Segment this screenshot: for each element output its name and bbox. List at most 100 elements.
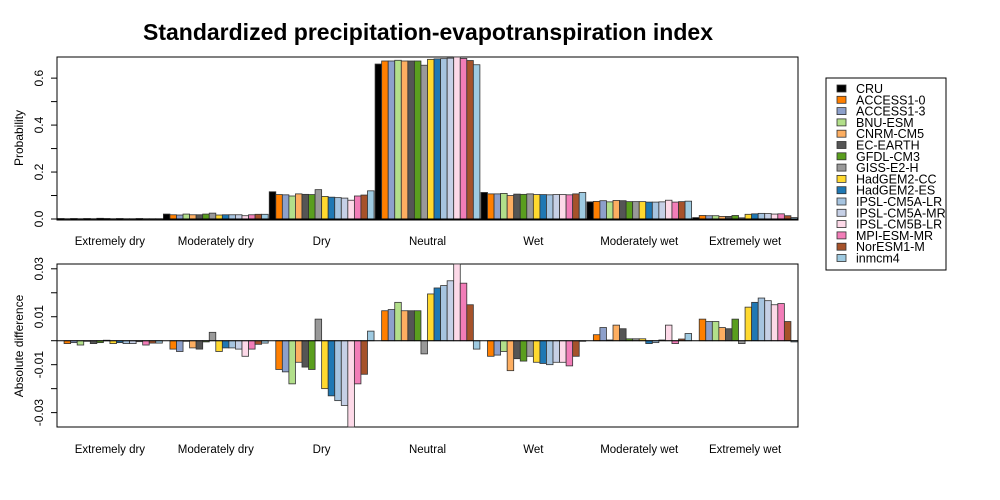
legend-label-ipsl-cm5a-mr: IPSL-CM5A-MR: [856, 206, 946, 220]
category-label-dry: Dry: [313, 236, 331, 248]
bar-hadgem2-es-extremely-wet: [751, 301, 759, 342]
category-label-neutral: Neutral: [409, 444, 446, 456]
y-tick-label: 0.2: [32, 163, 46, 180]
bar-mpi-esm-mr-moderately-wet: [671, 201, 679, 220]
bar-hadgem2-es-dry: [327, 340, 336, 397]
bar-access1-0-dry: [275, 194, 283, 220]
bar-hadgem2-es-wet: [539, 340, 547, 364]
bar-access1-0-wet: [487, 193, 495, 220]
bar-hadgem2-cc-moderately-wet: [638, 201, 647, 220]
category-label-extremely-dry: Extremely dry: [75, 236, 146, 248]
legend-label-inmcm4: inmcm4: [856, 252, 900, 266]
bar-bnu-esm-moderately-wet: [606, 201, 614, 220]
legend-label-gfdl-cm3: GFDL-CM3: [856, 150, 920, 164]
legend-label-hadgem2-cc: HadGEM2-CC: [856, 172, 937, 186]
bar-access1-0-extremely-wet: [698, 215, 707, 220]
bar-access1-3-wet: [493, 340, 502, 356]
bar-cru-wet: [480, 192, 488, 220]
bar-ec-earth-dry: [301, 340, 309, 368]
bar-bnu-esm-neutral: [394, 301, 402, 342]
y-tick-label: 0.4: [32, 116, 46, 133]
bar-hadgem2-es-moderately-dry: [221, 214, 230, 220]
legend-swatch-cru: [836, 84, 847, 93]
difference-y-axis: 0.03 0.01 -0.01 -0.03: [32, 257, 58, 426]
category-label-moderately-dry: Moderately dry: [178, 236, 254, 248]
legend-label-access1-0: ACCESS1-0: [856, 93, 926, 107]
bar-bnu-esm-extremely-wet: [711, 321, 720, 342]
bar-cnrm-cm5-dry: [295, 193, 303, 220]
legend-swatch-access1-3: [836, 107, 847, 115]
bar-noresm1-m-wet: [572, 193, 580, 220]
bar-ipsl-cm5b-lr-neutral: [453, 56, 461, 220]
bar-ec-earth-wet: [513, 193, 521, 220]
legend-label-cru: CRU: [856, 82, 883, 96]
legend-swatch-noresm1-m: [836, 242, 847, 251]
difference-x-labels: Extremely dry Moderately dry Dry Neutral Wet…: [75, 444, 782, 456]
bar-ipsl-cm5a-mr-moderately-dry: [235, 340, 243, 350]
bar-ipsl-cm5b-lr-wet: [559, 194, 567, 220]
bar-access1-0-dry: [275, 340, 283, 370]
bar-access1-3-wet: [493, 193, 502, 220]
legend-swatch-gfdl-cm3: [836, 152, 847, 161]
bar-ipsl-cm5a-lr-moderately-dry: [228, 214, 236, 220]
bar-bnu-esm-wet: [500, 193, 508, 220]
bar-access1-0-wet: [487, 340, 495, 357]
bar-inmcm4-wet: [578, 192, 587, 220]
bar-access1-0-extremely-wet: [698, 318, 707, 342]
bar-ipsl-cm5b-lr-dry: [347, 340, 355, 428]
bar-noresm1-m-neutral: [466, 60, 474, 220]
bar-hadgem2-cc-wet: [532, 340, 541, 363]
bar-gfdl-cm3-wet: [519, 340, 528, 362]
bar-mpi-esm-mr-dry: [353, 195, 362, 220]
bar-noresm1-m-neutral: [466, 304, 474, 342]
bar-cnrm-cm5-moderately-wet: [612, 324, 620, 342]
legend-label-ipsl-cm5a-lr: IPSL-CM5A-LR: [856, 195, 942, 209]
bar-ipsl-cm5b-lr-wet: [559, 340, 567, 363]
bar-ipsl-cm5a-lr-extremely-wet: [757, 297, 766, 342]
category-label-wet: Wet: [523, 236, 544, 248]
bar-giss-e2-h-dry: [314, 189, 323, 220]
bar-ec-earth-neutral: [407, 60, 415, 220]
bar-access1-3-moderately-wet: [599, 327, 607, 342]
legend-label-bnu-esm: BNU-ESM: [856, 116, 914, 130]
bar-ipsl-cm5a-mr-extremely-wet: [764, 300, 772, 342]
bar-inmcm4-neutral: [472, 340, 481, 350]
bar-noresm1-m-extremely-wet: [783, 321, 792, 342]
bar-gfdl-cm3-dry: [308, 194, 316, 220]
legend-swatch-access1-0: [836, 95, 847, 104]
legend-label-mpi-esm-mr: MPI-ESM-MR: [856, 229, 933, 243]
y-tick-label: -0.01: [32, 351, 46, 379]
category-label-neutral: Neutral: [409, 236, 446, 248]
bar-noresm1-m-moderately-dry: [254, 340, 263, 345]
bar-noresm1-m-wet: [572, 340, 580, 357]
bar-bnu-esm-neutral: [394, 59, 402, 220]
bar-ipsl-cm5a-lr-dry: [334, 197, 342, 220]
bar-access1-3-dry: [281, 340, 290, 373]
bar-access1-0-moderately-dry: [169, 214, 177, 220]
bar-cnrm-cm5-neutral: [400, 60, 409, 220]
bar-inmcm4-dry: [367, 190, 375, 220]
bar-hadgem2-cc-moderately-dry: [215, 214, 223, 220]
bar-hadgem2-cc-wet: [532, 194, 541, 220]
bar-ipsl-cm5a-mr-moderately-dry: [235, 214, 243, 220]
bar-ipsl-cm5b-lr-moderately-wet: [665, 324, 673, 342]
bar-inmcm4-neutral: [472, 64, 481, 220]
bar-access1-0-neutral: [381, 60, 389, 220]
bar-noresm1-m-dry: [360, 340, 368, 375]
bar-bnu-esm-extremely-dry: [76, 340, 85, 346]
bar-ipsl-cm5a-mr-dry: [340, 340, 349, 406]
bar-bnu-esm-moderately-dry: [182, 213, 190, 220]
bar-giss-e2-h-neutral: [420, 64, 428, 220]
category-label-extremely-wet: Extremely wet: [709, 236, 782, 248]
bar-mpi-esm-mr-wet: [565, 340, 574, 367]
bar-mpi-esm-mr-neutral: [459, 58, 468, 220]
bar-ipsl-cm5a-mr-neutral: [446, 57, 455, 220]
category-label-dry: Dry: [313, 444, 331, 456]
y-tick-label: 0.01: [32, 305, 46, 329]
bar-ipsl-cm5b-lr-moderately-dry: [241, 340, 249, 357]
bar-ec-earth-moderately-dry: [195, 340, 204, 350]
bar-mpi-esm-mr-moderately-dry: [248, 340, 256, 350]
chart-title: Standardized precipitation-evapotranspir…: [143, 19, 713, 45]
bar-bnu-esm-wet: [500, 340, 508, 352]
bar-cnrm-cm5-moderately-dry: [189, 214, 197, 220]
